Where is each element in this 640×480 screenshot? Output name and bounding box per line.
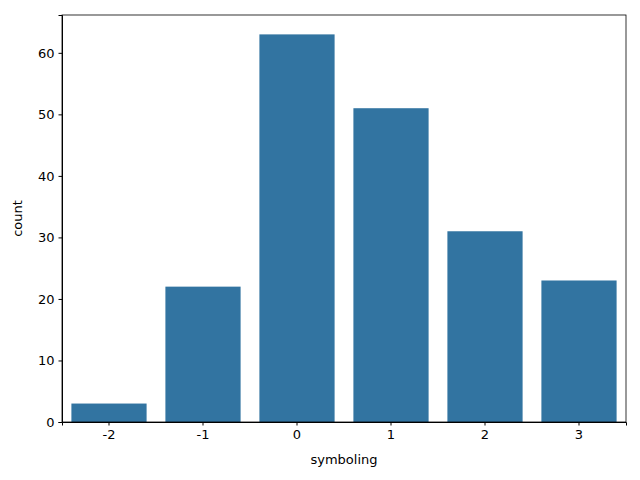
y-tick-label: 60	[38, 45, 55, 60]
bar	[259, 34, 334, 422]
y-tick-label: 10	[38, 353, 55, 368]
x-tick-mark	[579, 422, 580, 426]
bars	[71, 34, 616, 422]
y-tick-mark	[59, 237, 63, 238]
y-tick: 40	[38, 169, 62, 184]
bar	[353, 108, 428, 422]
y-tick-label: 0	[46, 415, 54, 430]
x-tick-label: 0	[293, 427, 301, 442]
x-tick: 2	[481, 422, 489, 442]
y-tick: 50	[38, 107, 62, 122]
y-tick-label: 20	[38, 292, 55, 307]
y-tick-label: 50	[38, 107, 55, 122]
y-tick-mark	[59, 360, 63, 361]
y-tick-label: 30	[38, 230, 55, 245]
x-axis: -2 -1 0 1 2 3	[63, 422, 627, 442]
bar	[447, 231, 522, 422]
y-tick-label: 40	[38, 169, 55, 184]
chart: -2-101230102030405060symbolingcount	[0, 0, 640, 480]
y-axis: 0 10 20 30 40 50 60	[38, 16, 63, 430]
x-tick: 0	[293, 422, 301, 442]
x-tick: 3	[575, 422, 583, 442]
x-tick-mark	[391, 422, 392, 426]
y-tick: 60	[38, 45, 62, 60]
y-tick-mark	[59, 114, 63, 115]
x-tick-mark	[109, 422, 110, 426]
x-tick: 1	[387, 422, 395, 442]
y-tick: 20	[38, 292, 62, 307]
x-tick-mark	[485, 422, 486, 426]
x-tick-label: -1	[197, 427, 210, 442]
x-tick-label: -2	[103, 427, 116, 442]
y-tick: 10	[38, 353, 62, 368]
y-tick: 0	[46, 415, 62, 430]
bar	[541, 280, 616, 422]
y-tick-mark	[59, 299, 63, 300]
x-axis-line	[63, 423, 627, 426]
y-tick-mark	[59, 53, 63, 54]
bar	[71, 404, 146, 422]
x-tick-mark	[297, 422, 298, 426]
x-tick-mark	[203, 422, 204, 426]
plot: -2-101230102030405060	[38, 15, 627, 442]
frame	[62, 15, 626, 422]
x-axis-title: symboling	[310, 452, 377, 467]
x-tick: -2	[103, 422, 116, 442]
x-tick: -1	[197, 422, 210, 442]
y-tick: 30	[38, 230, 62, 245]
y-tick-mark	[59, 176, 63, 177]
y-axis-title: count	[10, 200, 25, 237]
bar	[165, 287, 240, 422]
y-tick-mark	[59, 422, 63, 423]
x-tick-label: 1	[387, 427, 395, 442]
x-tick-label: 3	[575, 427, 583, 442]
x-tick-label: 2	[481, 427, 489, 442]
y-axis-line	[59, 16, 63, 423]
